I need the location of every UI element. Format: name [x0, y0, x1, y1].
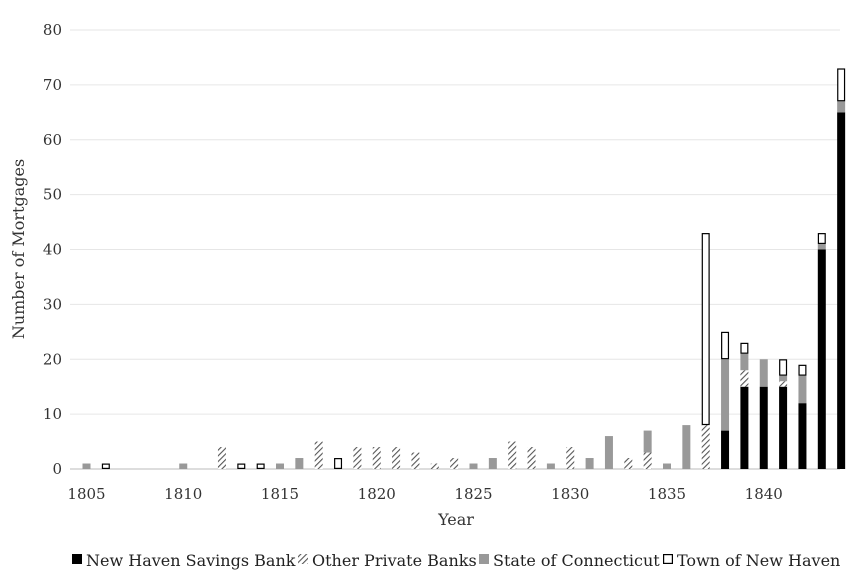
bar-segment-state-of-connecticut-1832	[604, 436, 613, 469]
x-tick-label: 1825	[454, 485, 492, 503]
bar-segment-state-of-connecticut-1834	[643, 430, 652, 453]
legend-label: State of Connecticut	[493, 551, 660, 570]
bar-segment-state-of-connecticut-1842	[798, 375, 807, 404]
y-tick-label: 40	[43, 241, 62, 259]
bar-segment-town-of-new-haven-1837	[701, 233, 710, 426]
bar-segment-town-of-new-haven-1806	[101, 463, 110, 469]
y-tick-label: 60	[43, 131, 62, 149]
y-axis-ticks: 0 10 20 30 40 50 60 70 80	[43, 21, 62, 478]
bar-segment-other-private-banks-1812	[217, 447, 226, 469]
bar-segment-state-of-connecticut-1829	[546, 463, 555, 469]
bar-segment-town-of-new-haven-1839	[740, 342, 749, 354]
legend-swatch-other-private-banks	[298, 554, 308, 564]
bar-segment-other-private-banks-1824	[450, 458, 459, 469]
bar-segment-other-private-banks-1830	[566, 447, 575, 469]
bar-segment-state-of-connecticut-1840	[759, 359, 768, 387]
x-tick-label: 1830	[551, 485, 589, 503]
x-tick-label: 1805	[67, 485, 105, 503]
y-tick-label: 50	[43, 186, 62, 204]
bar-layer	[82, 68, 846, 469]
bar-segment-other-private-banks-1820	[372, 447, 381, 469]
x-axis-title: Year	[437, 510, 474, 529]
bar-segment-new-haven-savings-bank-1838	[721, 430, 730, 469]
bar-segment-state-of-connecticut-1810	[179, 463, 188, 469]
x-axis-ticks: 1805 1810 1815 1820 1825 1830 1835 1840	[67, 485, 782, 503]
legend-swatch-state-of-connecticut	[479, 554, 489, 564]
bar-segment-new-haven-savings-bank-1844	[837, 112, 846, 469]
bar-segment-other-private-banks-1823	[430, 463, 439, 469]
legend: New Haven Savings Bank Other Private Bank…	[72, 551, 840, 570]
y-axis-title: Number of Mortgages	[9, 159, 28, 339]
bar-segment-town-of-new-haven-1838	[721, 331, 730, 360]
bar-segment-state-of-connecticut-1839	[740, 353, 749, 371]
y-tick-label: 80	[43, 21, 62, 39]
bar-segment-state-of-connecticut-1805	[82, 463, 91, 469]
bar-segment-other-private-banks-1834	[643, 452, 652, 469]
bar-segment-town-of-new-haven-1813	[237, 463, 246, 469]
bar-segment-state-of-connecticut-1831	[585, 458, 594, 469]
bar-segment-other-private-banks-1822	[411, 452, 420, 469]
bar-segment-other-private-banks-1841	[779, 381, 788, 387]
x-tick-label: 1840	[745, 485, 783, 503]
bar-segment-town-of-new-haven-1843	[817, 233, 826, 245]
bar-segment-new-haven-savings-bank-1840	[759, 386, 768, 469]
x-tick-label: 1835	[648, 485, 686, 503]
x-tick-label: 1810	[164, 485, 202, 503]
bar-segment-state-of-connecticut-1836	[682, 425, 691, 469]
bar-segment-other-private-banks-1828	[527, 447, 536, 469]
bar-segment-state-of-connecticut-1838	[721, 359, 730, 431]
y-tick-label: 10	[43, 405, 62, 423]
bar-segment-other-private-banks-1819	[353, 447, 362, 469]
y-tick-label: 70	[43, 76, 62, 94]
legend-label: New Haven Savings Bank	[86, 551, 296, 570]
bar-segment-other-private-banks-1827	[508, 441, 517, 469]
x-tick-label: 1820	[358, 485, 396, 503]
bar-segment-town-of-new-haven-1842	[798, 364, 807, 376]
bar-segment-state-of-connecticut-1835	[663, 463, 671, 469]
legend-swatch-town-of-new-haven	[662, 553, 673, 564]
bar-segment-other-private-banks-1833	[624, 458, 633, 469]
bar-segment-state-of-connecticut-1815	[276, 463, 284, 469]
bar-segment-town-of-new-haven-1818	[334, 458, 343, 469]
bar-segment-new-haven-savings-bank-1843	[817, 249, 826, 469]
legend-label: Other Private Banks	[312, 551, 477, 570]
bar-segment-new-haven-savings-bank-1842	[798, 403, 807, 469]
bar-segment-state-of-connecticut-1843	[817, 244, 826, 250]
bar-segment-new-haven-savings-bank-1839	[740, 386, 749, 469]
bar-segment-state-of-connecticut-1844	[837, 101, 846, 113]
bar-segment-state-of-connecticut-1826	[488, 458, 497, 469]
y-tick-label: 0	[52, 460, 62, 478]
bar-segment-other-private-banks-1817	[314, 441, 323, 469]
bar-segment-new-haven-savings-bank-1841	[779, 386, 788, 469]
legend-swatch-new-haven-savings-bank	[72, 554, 82, 564]
x-tick-label: 1815	[261, 485, 299, 503]
bar-segment-state-of-connecticut-1841	[779, 375, 788, 382]
bar-segment-state-of-connecticut-1816	[295, 458, 304, 469]
bar-segment-town-of-new-haven-1844	[837, 68, 846, 102]
gridlines	[70, 29, 840, 415]
bar-segment-town-of-new-haven-1841	[779, 359, 788, 376]
bar-segment-state-of-connecticut-1825	[469, 463, 478, 469]
y-tick-label: 20	[43, 350, 62, 368]
y-tick-label: 30	[43, 295, 62, 313]
bar-segment-other-private-banks-1837	[701, 425, 710, 469]
bar-segment-town-of-new-haven-1814	[256, 463, 265, 469]
bar-segment-other-private-banks-1839	[740, 370, 749, 387]
bar-segment-other-private-banks-1821	[392, 447, 401, 469]
legend-label: Town of New Haven	[677, 551, 840, 570]
